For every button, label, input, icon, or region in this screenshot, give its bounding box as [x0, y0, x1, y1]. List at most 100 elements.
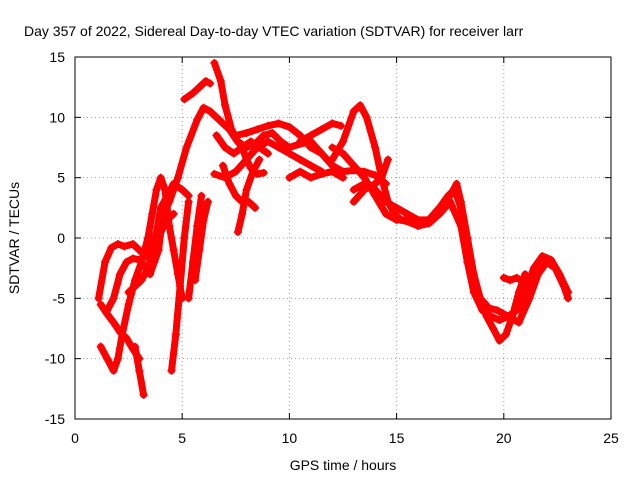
- data-point: [414, 215, 423, 224]
- data-point: [143, 264, 152, 273]
- data-point: [176, 282, 185, 291]
- data-point: [148, 209, 157, 218]
- data-point: [521, 270, 530, 279]
- x-tick-label: 25: [603, 430, 619, 446]
- data-point: [221, 101, 230, 110]
- data-point: [96, 342, 105, 351]
- data-point: [206, 107, 215, 116]
- series-line: [500, 274, 527, 285]
- data-point: [356, 101, 365, 110]
- data-point: [255, 155, 264, 164]
- data-point: [263, 137, 272, 146]
- data-point: [109, 318, 118, 327]
- data-point: [360, 185, 369, 194]
- data-point: [489, 324, 498, 333]
- x-axis-label: GPS time / hours: [290, 457, 397, 473]
- data-point: [493, 306, 502, 315]
- data-point: [113, 354, 122, 363]
- data-point: [203, 197, 212, 206]
- data-point: [521, 288, 530, 297]
- x-tick-label: 0: [71, 430, 79, 446]
- y-tick-label: -10: [45, 351, 65, 367]
- data-point: [296, 137, 305, 146]
- data-point: [512, 273, 521, 282]
- data-point: [392, 203, 401, 212]
- data-point: [180, 95, 189, 104]
- data-point: [339, 137, 347, 146]
- data-point: [131, 342, 140, 351]
- chart-title: Day 357 of 2022, Sidereal Day-to-day VTE…: [24, 23, 524, 39]
- data-point: [495, 336, 504, 345]
- data-point: [478, 306, 487, 315]
- data-point: [542, 258, 551, 267]
- data-point: [328, 143, 337, 152]
- data-point: [216, 77, 225, 86]
- data-point: [195, 83, 204, 92]
- data-point: [242, 155, 251, 164]
- data-point: [195, 246, 204, 255]
- data-point: [501, 330, 510, 339]
- data-point: [403, 209, 412, 218]
- data-point: [218, 119, 227, 128]
- data-point: [349, 197, 358, 206]
- y-tick-label: 15: [49, 49, 65, 65]
- data-point: [197, 191, 206, 200]
- data-point: [116, 270, 125, 279]
- data-point: [107, 243, 116, 252]
- data-point: [259, 131, 268, 140]
- data-point: [259, 168, 268, 177]
- data-point: [182, 143, 191, 152]
- data-point: [263, 121, 272, 130]
- data-point: [296, 167, 305, 176]
- x-tick-label: 10: [282, 430, 298, 446]
- data-point: [506, 276, 515, 285]
- data-point: [486, 312, 495, 321]
- data-point: [178, 185, 187, 194]
- data-point: [456, 197, 465, 206]
- data-point: [227, 125, 236, 134]
- data-point: [504, 312, 513, 321]
- y-axis-label: SDTVAR / TECUs: [6, 182, 22, 294]
- data-point: [328, 119, 337, 128]
- data-point: [103, 306, 112, 315]
- data-point: [233, 137, 242, 146]
- data-point: [525, 294, 534, 303]
- y-tick-label: 0: [57, 230, 65, 246]
- data-point: [274, 143, 283, 152]
- series-line: [285, 168, 347, 182]
- data-point: [377, 173, 386, 182]
- data-point: [446, 191, 455, 200]
- data-point: [103, 354, 112, 363]
- data-point: [173, 173, 182, 182]
- data-point: [435, 203, 444, 212]
- data-point: [251, 203, 260, 212]
- x-tick-label: 5: [178, 430, 186, 446]
- data-point: [392, 215, 401, 224]
- data-point: [381, 197, 390, 206]
- data-point: [109, 294, 118, 303]
- data-point: [484, 303, 493, 312]
- data-point: [229, 149, 238, 158]
- data-point: [150, 240, 159, 249]
- data-point: [317, 125, 326, 134]
- data-point: [306, 173, 315, 182]
- data-point: [188, 89, 197, 98]
- data-point: [180, 234, 189, 242]
- data-point: [101, 258, 110, 267]
- data-point: [371, 143, 380, 152]
- data-point: [253, 125, 262, 134]
- series-line: [185, 192, 205, 302]
- data-point: [193, 115, 202, 124]
- series-line: [328, 144, 572, 324]
- data-point: [336, 121, 345, 130]
- data-point: [221, 143, 230, 152]
- data-point: [135, 255, 144, 264]
- y-tick-label: -15: [45, 411, 65, 427]
- data-point: [139, 390, 148, 399]
- data-point: [152, 185, 161, 194]
- data-point: [495, 316, 504, 325]
- data-point: [242, 185, 251, 194]
- data-point: [137, 276, 146, 285]
- data-point: [538, 252, 547, 261]
